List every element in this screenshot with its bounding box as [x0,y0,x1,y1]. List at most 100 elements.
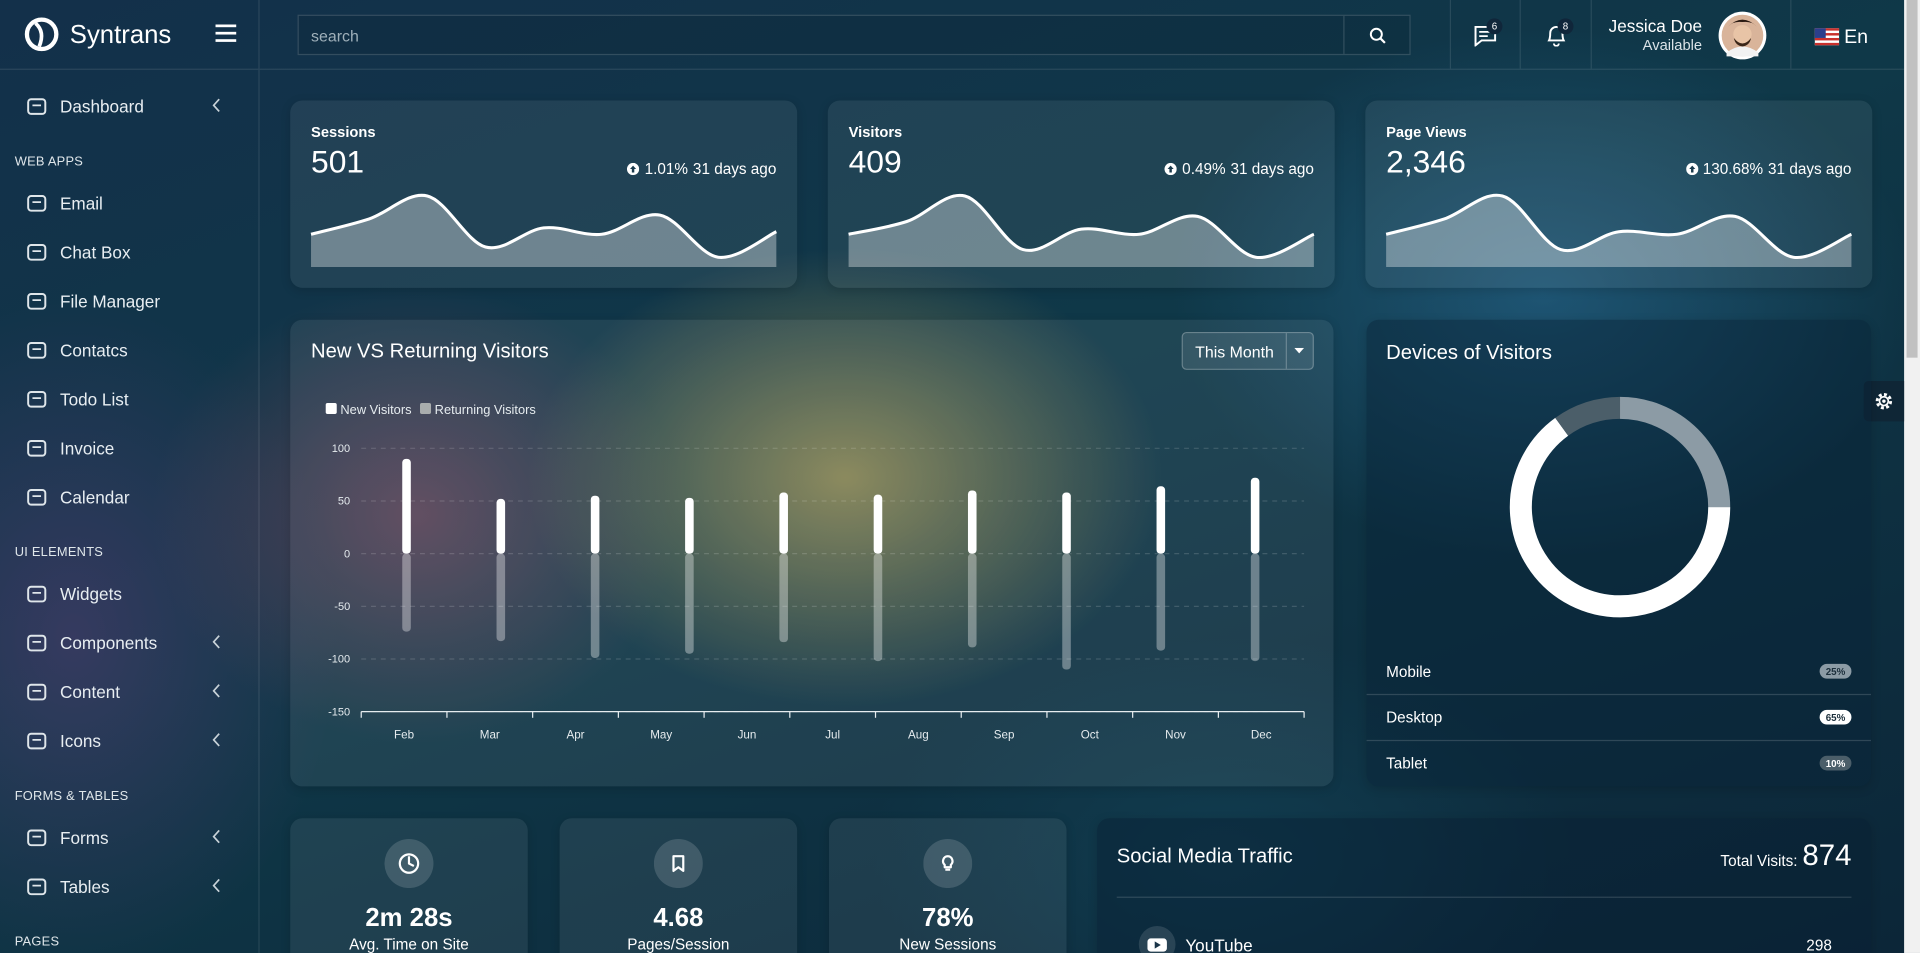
menu-item[interactable]: Icons [0,717,258,766]
chevron [212,98,220,113]
menu-label: Invoice [60,438,115,459]
menu-icon [27,341,47,359]
x-tick-label: Sep [994,729,1015,742]
social-card: Social Media Traffic Total Visits: 874 Y… [1097,818,1872,953]
menu-icon [27,634,47,652]
period-dropdown[interactable]: This Month [1181,331,1314,370]
menu-item[interactable]: Content [0,668,258,717]
kpi-value: 2m 28s [365,903,453,933]
menu-label: Dashboard [60,96,144,117]
x-tick-label: Mar [480,729,500,742]
menu-item[interactable]: Forms [0,813,258,862]
search-box[interactable]: search [297,14,1411,56]
search-button[interactable] [1343,15,1410,54]
kpi-icon [653,839,703,889]
menu-item[interactable]: Widgets [0,570,258,619]
bar [873,494,883,554]
menu-label: Icons [60,731,101,751]
y-tick-label: -150 [328,706,350,718]
menu-label: Email [60,193,103,214]
stat-card: Page Views 2,346 130.68% 31 days ago [1365,100,1873,288]
menu-section: WEB APPS [14,154,84,170]
user-name: Jessica Doe [1608,15,1703,36]
y-tick-label: 100 [332,443,350,455]
bar [685,553,694,654]
menu-item[interactable]: Contatcs [0,326,258,375]
device-value: 65% [1826,713,1846,724]
icon-shape [27,488,47,506]
kpi-label: Avg. Time on Site [349,935,469,953]
menu-item[interactable]: Email [0,179,258,228]
scrollbar[interactable] [1904,0,1920,953]
y-tick-label: 50 [338,496,350,508]
icon-shape [27,244,47,261]
bar [779,492,788,554]
y-tick-label: -100 [328,654,350,666]
chevron [212,878,220,893]
menu-label: Calendar [60,487,130,508]
sidebar: Dashboard WEB APPS Email Chat Box File Manag… [0,69,260,953]
donut-slice [1619,396,1731,508]
menu-item[interactable]: Tables [0,862,258,911]
menu-icon [27,439,47,457]
bar [779,553,788,643]
user-avatar[interactable] [1718,11,1767,60]
top-bar: search 6 8 Jessica Doe Available En [259,0,1905,70]
menu-label: Components [60,633,158,653]
sparkline-line [848,193,1315,259]
stat-card: Visitors 409 0.49% 31 days ago [827,100,1335,288]
x-tick-label: May [650,729,672,742]
stat-title: Page Views [1386,123,1467,141]
menu-item[interactable]: Invoice [0,424,258,473]
chevron-path [212,733,220,747]
change-arrow [630,165,637,173]
notifications-icon[interactable] [1545,24,1567,47]
menu-item[interactable]: Calendar [0,473,258,522]
sparkline [1385,193,1853,268]
clock-face [398,853,420,874]
icon-shape [27,878,47,896]
menu-item[interactable]: File Manager [0,277,258,326]
change-period: 31 days ago [692,160,777,178]
sparkline-line [310,193,778,259]
device-value: 25% [1826,667,1846,678]
kpi-icon [384,839,434,889]
kpi-value: 78% [922,903,974,933]
kpi-label: New Sessions [899,935,997,953]
stat-change: 1.01% 31 days ago [627,160,777,178]
menu-label: Widgets [60,584,122,604]
chart-title: New VS Returning Visitors [311,340,549,363]
language[interactable]: En [1844,26,1869,48]
kpi-value: 4.68 [653,903,704,933]
donut-slice [1509,417,1731,618]
sparkline-area [1386,195,1852,268]
menu-icon [27,683,47,701]
scroll-thumb[interactable] [1906,0,1918,358]
bar [590,553,600,658]
menu-item[interactable]: Components [0,619,258,668]
menu-toggle[interactable] [215,24,237,42]
bar [873,553,883,662]
stat-value: 409 [848,143,902,181]
menu-icon [27,829,47,847]
sparkline-area [848,195,1314,268]
change-value: 1.01% [644,160,689,178]
settings-tab[interactable] [1863,380,1905,422]
icon-shape [27,732,47,750]
stat-title: Sessions [311,123,376,141]
menu-item[interactable]: Todo List [0,375,258,424]
menu-label: Content [60,682,121,702]
chevron [212,829,220,844]
caret [1294,347,1305,354]
menu-icon [27,98,47,115]
device-badge [1819,709,1852,725]
bar [1250,477,1260,554]
legend-label: New Visitors [340,402,411,417]
menu-item[interactable]: Dashboard [0,82,258,131]
gear-icon [1875,392,1893,410]
social-name: YouTube [1185,935,1253,953]
menu-item[interactable]: Chat Box [0,228,258,277]
visitors-chart-card: New VS Returning Visitors This Month 100… [290,319,1334,787]
bar [590,495,600,554]
